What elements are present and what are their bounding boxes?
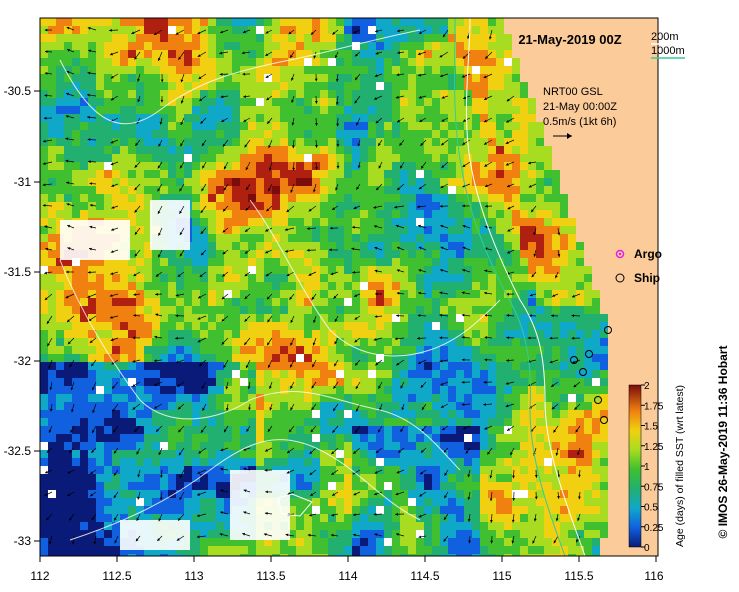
current-vectors [42, 26, 581, 545]
velocity-scale-label: 0.5m/s (1kt 6h) [543, 116, 616, 128]
map-plot-area [40, 18, 658, 556]
velocity-legend: NRT00 GSL 21-May 00:00Z 0.5m/s (1kt 6h) [543, 86, 617, 139]
x-tick-label: 112.5 [102, 569, 131, 583]
velocity-time-label: 21-May 00:00Z [543, 101, 617, 113]
contour-offshore-3 [249, 199, 501, 357]
depth-contours [59, 18, 586, 556]
ship-label: Ship [634, 271, 660, 285]
colorbar-tick-label: 1.75 [644, 401, 664, 412]
sst-age-field [40, 18, 608, 556]
velocity-scale-arrowhead [567, 133, 572, 139]
y-tick-label: -31.5 [4, 265, 32, 279]
x-tick-label: 115.5 [564, 569, 593, 583]
platform-legend: Argo Ship [615, 247, 662, 285]
credit-text: © IMOS 26-May-2019 11:36 Hobart [716, 346, 730, 539]
colorbar-tick-label: 1.5 [644, 422, 658, 433]
contour-200m [465, 18, 586, 556]
x-tick-label: 113.5 [256, 569, 285, 583]
argo-marker-icon [615, 249, 625, 259]
ship-marker [579, 368, 587, 376]
x-tick-label: 115 [492, 569, 511, 583]
colorbar-tick-label: 1.25 [644, 442, 664, 453]
colorbar-tick-label: 0 [644, 543, 650, 554]
contour-offshore-1 [59, 29, 421, 125]
contour-offshore-2 [59, 259, 461, 471]
y-tick-label: -32 [14, 354, 32, 368]
x-tick-label: 114.5 [410, 569, 439, 583]
colorbar-ticks: 0 0.25 0.5 0.75 1 1.25 1.5 1.75 2 [641, 381, 664, 554]
ship-marker-icon [615, 273, 625, 283]
x-tick-label: 114 [338, 569, 357, 583]
ship-marker [585, 350, 593, 358]
colorbar-tick-label: 0.75 [644, 482, 664, 493]
y-tick-label: -31 [14, 175, 32, 189]
y-tick-label: -32.5 [4, 444, 32, 458]
colorbar-tick-label: 1 [644, 462, 650, 473]
argo-label: Argo [634, 247, 662, 261]
x-axis: 112 112.5 113 113.5 114 114.5 115 115.5 … [30, 556, 664, 583]
colorbar: 0 0.25 0.5 0.75 1 1.25 1.5 1.75 2 Age (days) of … [628, 381, 686, 554]
contour-200m-label: 200m [651, 31, 679, 43]
ship-marker [600, 416, 608, 424]
colorbar-gradient [628, 384, 642, 548]
colorbar-title: Age (days) of filled SST (wrt latest) [674, 385, 686, 547]
contour-seamount [277, 493, 313, 517]
map-title: 21-May-2019 00Z [518, 32, 621, 47]
ship-marker [570, 356, 578, 364]
x-tick-label: 112 [30, 569, 49, 583]
ship-track-markers [570, 326, 612, 424]
ship-marker [594, 396, 602, 404]
colorbar-tick-label: 0.25 [644, 523, 664, 534]
y-axis: -30.5 -31 -31.5 -32 -32.5 -33 [4, 84, 40, 548]
contour-offshore-4 [69, 439, 421, 541]
contour-1000m [454, 18, 566, 556]
y-tick-label: -33 [14, 534, 32, 548]
x-tick-label: 113 [184, 569, 203, 583]
x-tick-label: 116 [644, 569, 663, 583]
plot-frame [39, 17, 659, 557]
argo-marker-core [618, 252, 622, 256]
colorbar-tick-label: 0.5 [644, 503, 658, 514]
ship-marker [604, 326, 612, 334]
velocity-source-label: NRT00 GSL [543, 86, 603, 98]
colorbar-tick-label: 2 [644, 381, 650, 392]
contour-legend: 200m 1000m [651, 31, 685, 59]
y-tick-label: -30.5 [4, 84, 32, 98]
contour-1000m-label: 1000m [651, 45, 685, 57]
